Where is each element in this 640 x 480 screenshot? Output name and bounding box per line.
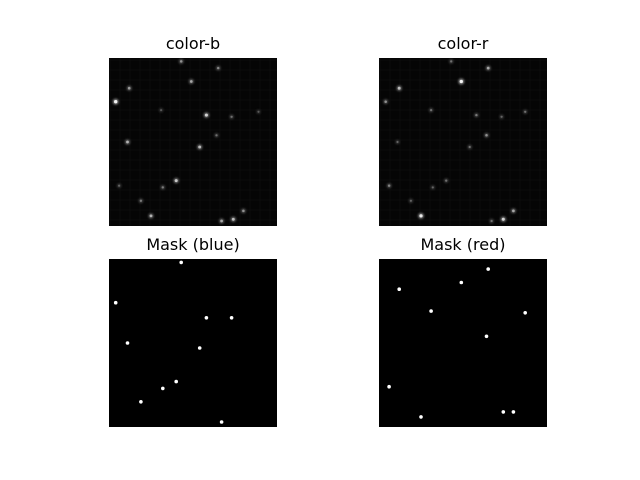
faint-grid-color-r	[379, 58, 547, 226]
spot-color-b-1	[216, 66, 220, 70]
mask-point-mask-blue-8	[139, 400, 143, 404]
spot-color-r-2	[459, 79, 463, 84]
mask-point-mask-red-6	[387, 384, 391, 389]
spot-color-b-8	[257, 110, 260, 113]
spot-color-r-3	[397, 86, 401, 90]
mask-point-mask-blue-9	[219, 420, 224, 424]
spot-color-r-16	[419, 214, 423, 218]
spot-color-b-14	[174, 179, 178, 183]
mask-point-mask-red-3	[429, 309, 433, 313]
spots-mask-blue	[113, 260, 234, 424]
mask-point-mask-blue-3	[229, 316, 234, 320]
mask-point-mask-red-5	[484, 334, 489, 339]
spot-color-b-18	[231, 217, 235, 221]
spot-color-b-7	[230, 115, 233, 118]
spot-color-b-6	[204, 113, 208, 117]
panel-title-mask-blue: Mask (blue)	[146, 235, 239, 254]
mask-point-mask-red-8	[501, 410, 506, 414]
mask-point-mask-red-2	[397, 287, 402, 292]
spots-mask-red	[387, 267, 527, 419]
mask-point-mask-blue-2	[204, 316, 209, 320]
spot-color-r-18	[501, 217, 505, 221]
mask-point-mask-blue-5	[197, 346, 202, 350]
spot-color-r-19	[512, 209, 515, 213]
spots-color-r	[383, 59, 528, 224]
spot-color-r-6	[475, 113, 478, 117]
spot-color-r-14	[445, 179, 448, 182]
panel-title-mask-red: Mask (red)	[420, 235, 505, 254]
image-area-mask-red	[379, 259, 547, 427]
panel-title-color-r: color-r	[438, 34, 489, 53]
mask-point-mask-red-0	[486, 267, 491, 271]
spot-color-b-4	[114, 100, 118, 104]
mask-point-mask-blue-0	[179, 260, 183, 265]
spot-color-b-0	[179, 60, 183, 63]
panel-title-color-b: color-b	[166, 34, 220, 53]
spot-color-r-7	[500, 115, 503, 118]
spot-color-r-0	[450, 60, 453, 63]
spot-color-b-2	[127, 86, 131, 90]
spot-color-r-9	[396, 140, 399, 144]
spot-color-b-5	[160, 109, 163, 112]
mask-point-mask-red-1	[459, 280, 464, 285]
spot-color-b-17	[220, 219, 223, 223]
spot-color-b-12	[118, 184, 121, 187]
spot-color-b-3	[189, 80, 193, 83]
spot-color-r-17	[490, 219, 493, 223]
mask-point-mask-red-7	[419, 415, 423, 419]
spot-color-r-10	[485, 134, 488, 137]
mask-point-mask-blue-7	[161, 386, 165, 391]
spot-color-r-13	[431, 186, 434, 189]
panel-mask-red: Mask (red)	[379, 235, 547, 427]
spot-color-r-12	[387, 184, 391, 187]
spot-color-b-13	[161, 186, 164, 189]
spot-color-r-8	[524, 110, 527, 113]
image-area-mask-blue	[109, 259, 277, 427]
mask-point-mask-red-4	[523, 311, 527, 315]
panel-color-r: color-r	[379, 34, 547, 226]
panel-color-b: color-b	[109, 34, 277, 226]
spot-color-b-19	[242, 209, 245, 213]
spot-color-b-15	[139, 199, 143, 202]
mask-point-mask-blue-4	[125, 341, 130, 345]
spot-color-r-4	[384, 100, 387, 103]
spots-color-b	[112, 59, 261, 224]
spot-color-r-5	[429, 108, 433, 112]
panel-mask-blue: Mask (blue)	[109, 235, 277, 427]
spot-color-r-11	[468, 145, 471, 149]
spot-color-r-1	[486, 66, 490, 70]
faint-grid-color-b	[109, 58, 277, 226]
spot-color-r-15	[409, 199, 412, 202]
mask-point-mask-blue-6	[174, 379, 178, 384]
mask-point-mask-red-9	[511, 410, 516, 414]
mask-point-mask-blue-1	[113, 300, 118, 305]
spot-color-b-16	[149, 214, 153, 218]
spot-color-b-9	[126, 140, 129, 144]
spot-color-b-11	[215, 134, 218, 137]
spot-color-b-10	[198, 145, 202, 149]
